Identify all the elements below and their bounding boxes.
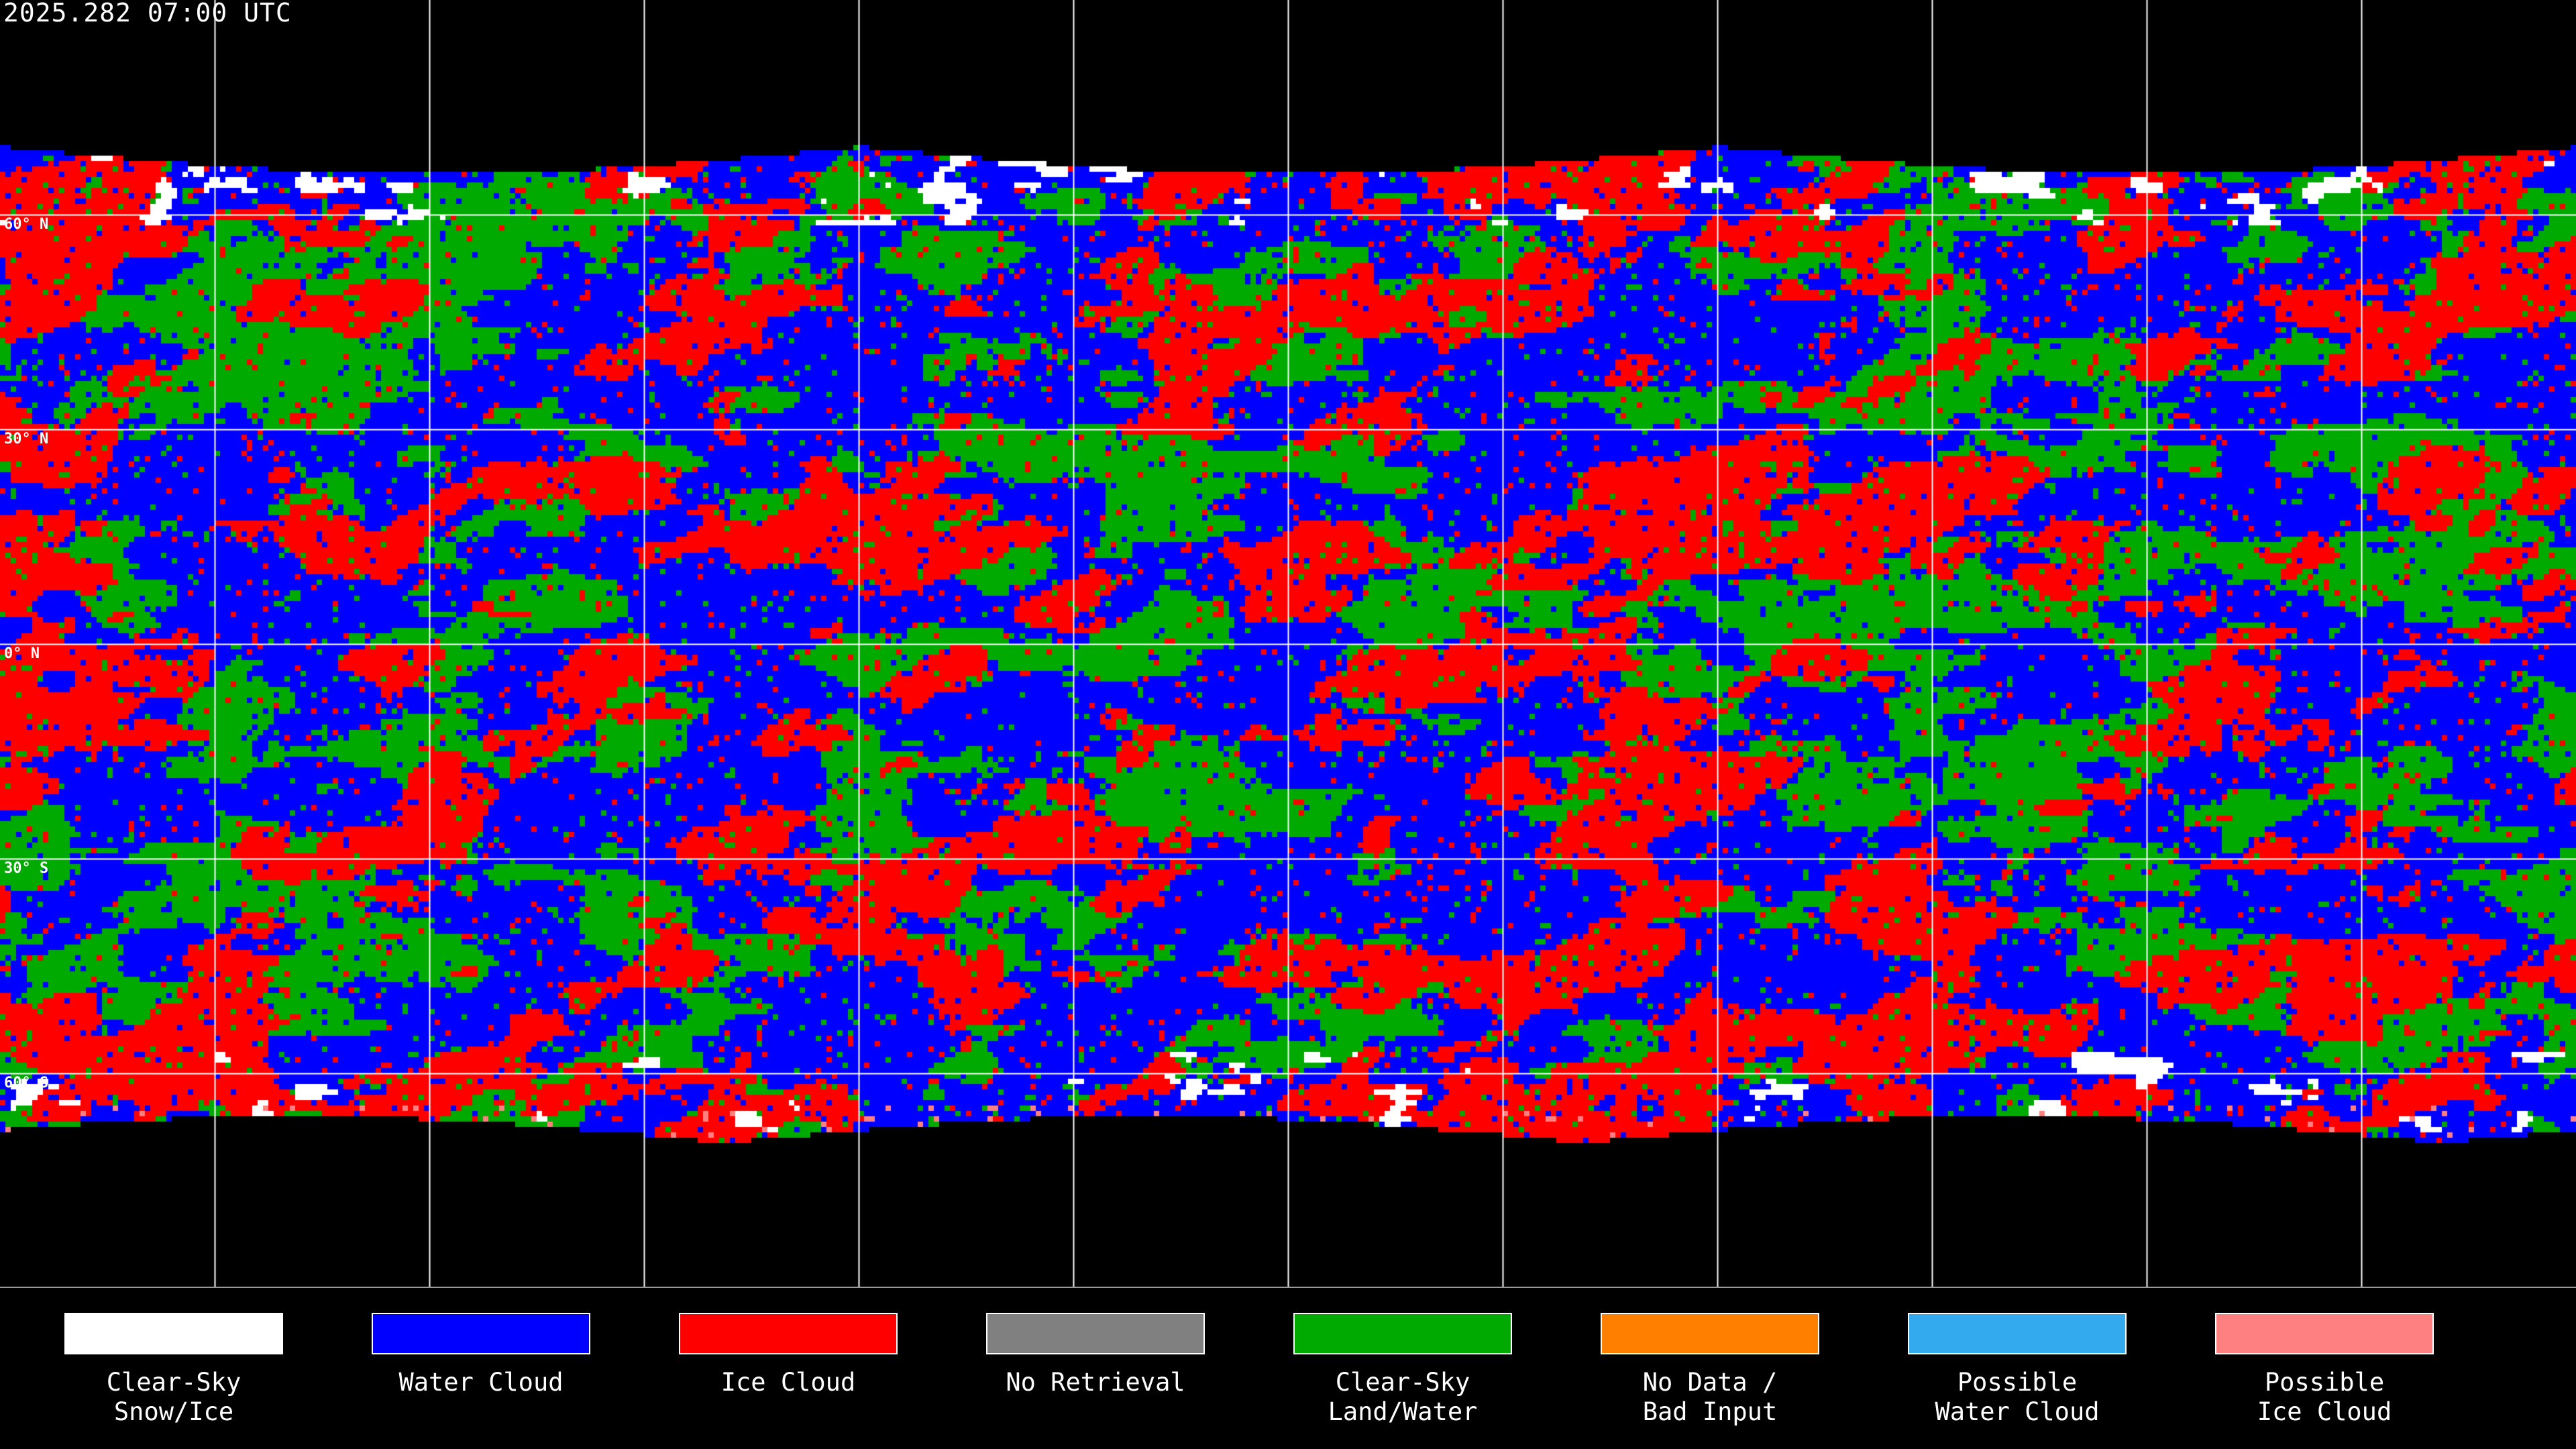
- timestamp-title: 2025.282 07:00 UTC: [3, 0, 292, 28]
- legend-item-no-retrieval: No Retrieval: [986, 1313, 1205, 1397]
- legend-divider: [0, 1287, 2576, 1288]
- legend-swatch: [372, 1313, 590, 1354]
- legend-label: Water Cloud: [398, 1368, 564, 1397]
- legend-swatch: [2215, 1313, 2434, 1354]
- legend-swatch: [1908, 1313, 2127, 1354]
- legend-item-possible-water-cloud: Possible Water Cloud: [1908, 1313, 2127, 1427]
- legend-item-no-data: No Data / Bad Input: [1601, 1313, 1819, 1427]
- cloud-phase-map: 60° N 30° N 0° N 30° S 60° S: [0, 0, 2576, 1288]
- legend-swatch: [64, 1313, 283, 1354]
- legend-label: No Retrieval: [1006, 1368, 1185, 1397]
- legend-swatch: [986, 1313, 1205, 1354]
- legend: Clear-Sky Snow/Ice Water Cloud Ice Cloud…: [0, 1288, 2576, 1449]
- lat-label-30s: 30° S: [4, 860, 49, 877]
- legend-label: Clear-Sky Snow/Ice: [106, 1368, 241, 1426]
- legend-item-clear-sky-land-water: Clear-Sky Land/Water: [1293, 1313, 1512, 1427]
- legend-item-clear-sky-snow-ice: Clear-Sky Snow/Ice: [64, 1313, 283, 1427]
- legend-label: No Data / Bad Input: [1642, 1368, 1778, 1426]
- cloud-phase-image: [0, 0, 2576, 1288]
- legend-swatch: [1293, 1313, 1512, 1354]
- legend-label: Possible Ice Cloud: [2257, 1368, 2392, 1426]
- legend-label: Ice Cloud: [720, 1368, 856, 1397]
- lat-label-0n: 0° N: [4, 645, 40, 662]
- legend-label: Possible Water Cloud: [1935, 1368, 2100, 1426]
- legend-swatch: [1601, 1313, 1819, 1354]
- lat-label-60n: 60° N: [4, 216, 49, 233]
- legend-swatch: [679, 1313, 898, 1354]
- lat-label-30n: 30° N: [4, 431, 49, 447]
- legend-item-ice-cloud: Ice Cloud: [679, 1313, 898, 1397]
- lat-label-60s: 60° S: [4, 1075, 49, 1091]
- legend-item-water-cloud: Water Cloud: [372, 1313, 590, 1397]
- legend-label: Clear-Sky Land/Water: [1328, 1368, 1478, 1426]
- legend-item-possible-ice-cloud: Possible Ice Cloud: [2215, 1313, 2434, 1427]
